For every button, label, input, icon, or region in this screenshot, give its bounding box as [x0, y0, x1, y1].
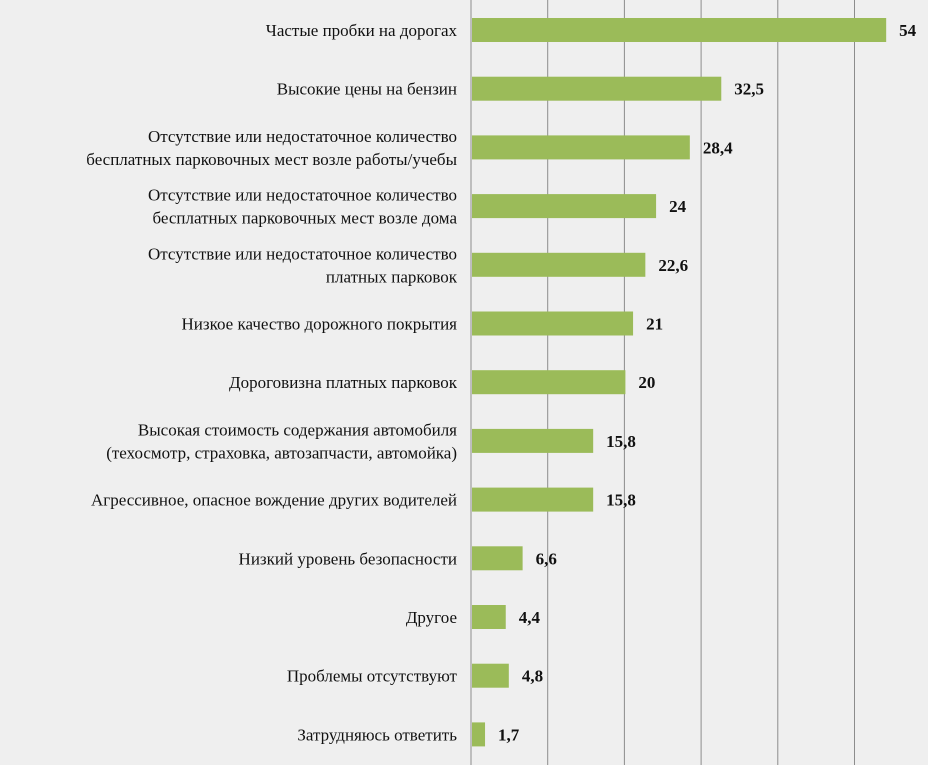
value-label: 15,8	[606, 432, 636, 451]
category-label-line: Высокая стоимость содержания автомобиля	[138, 420, 457, 439]
category-label: Высокие цены на бензин	[277, 80, 457, 99]
category-label-line: Отсутствие или недостаточное количество	[148, 186, 457, 205]
category-label-line: Затрудняюсь ответить	[297, 725, 457, 744]
category-label: Низкий уровень безопасности	[239, 549, 457, 568]
bar	[472, 18, 887, 42]
value-label: 20	[638, 373, 655, 392]
value-label: 32,5	[734, 80, 764, 99]
bar	[472, 135, 690, 160]
bar	[472, 194, 657, 219]
category-label-line: бесплатных парковочных мест возле дома	[152, 209, 457, 228]
category-label-line: платных парковок	[326, 267, 458, 286]
category-label: Проблемы отсутствуют	[287, 667, 458, 686]
category-label-line: Отсутствие или недостаточное количество	[148, 127, 457, 146]
bars	[472, 18, 887, 747]
category-label-line: (техосмотр, страховка, автозапчасти, авт…	[106, 443, 457, 462]
category-label: Отсутствие или недостаточное количество п…	[148, 244, 458, 286]
value-label: 1,7	[498, 725, 520, 744]
value-labels: 54 32,5 28,4 24 22,6 21 20 15,8 15,8 6,6 4,4 4,8 1,7	[498, 21, 917, 744]
bar	[472, 370, 626, 395]
category-labels: Частые пробки на дорогах Высокие цены на …	[86, 21, 457, 744]
category-label-line: Высокие цены на бензин	[277, 80, 457, 99]
value-label: 4,8	[522, 667, 543, 686]
bar	[472, 722, 486, 747]
value-label: 22,6	[658, 256, 688, 275]
category-label: Низкое качество дорожного покрытия	[181, 315, 457, 334]
bar	[472, 428, 594, 453]
bar	[472, 487, 594, 512]
category-label-line: Отсутствие или недостаточное количество	[148, 244, 457, 263]
category-label-line: Другое	[406, 608, 457, 627]
bar	[472, 311, 634, 336]
bar	[472, 663, 509, 688]
value-label: 28,4	[703, 138, 733, 157]
bar	[472, 546, 523, 571]
category-label-line: Низкое качество дорожного покрытия	[181, 315, 457, 334]
category-label-line: Агрессивное, опасное вождение других вод…	[91, 491, 457, 510]
category-label-line: Частые пробки на дорогах	[266, 21, 458, 40]
category-label: Затрудняюсь ответить	[297, 725, 457, 744]
category-label: Дороговизна платных парковок	[229, 373, 458, 392]
value-label: 15,8	[606, 491, 636, 510]
category-label-line: Проблемы отсутствуют	[287, 667, 458, 686]
gridlines	[547, 0, 855, 765]
category-label: Отсутствие или недостаточное количество б…	[86, 127, 457, 169]
category-label: Агрессивное, опасное вождение других вод…	[91, 491, 457, 510]
value-label: 21	[646, 315, 663, 334]
category-label: Частые пробки на дорогах	[266, 21, 458, 40]
bar	[472, 252, 646, 277]
category-label-line: бесплатных парковочных мест возле работы…	[86, 150, 457, 169]
value-label: 54	[899, 21, 917, 40]
category-label: Другое	[406, 608, 457, 627]
bar	[472, 605, 506, 629]
category-label: Высокая стоимость содержания автомобиля (…	[106, 420, 457, 462]
category-label-line: Низкий уровень безопасности	[239, 549, 457, 568]
value-label: 6,6	[536, 549, 557, 568]
value-label: 4,4	[519, 608, 541, 627]
bar	[472, 76, 722, 101]
value-label: 24	[669, 197, 687, 216]
category-label: Отсутствие или недостаточное количество б…	[148, 186, 457, 228]
category-label-line: Дороговизна платных парковок	[229, 373, 458, 392]
